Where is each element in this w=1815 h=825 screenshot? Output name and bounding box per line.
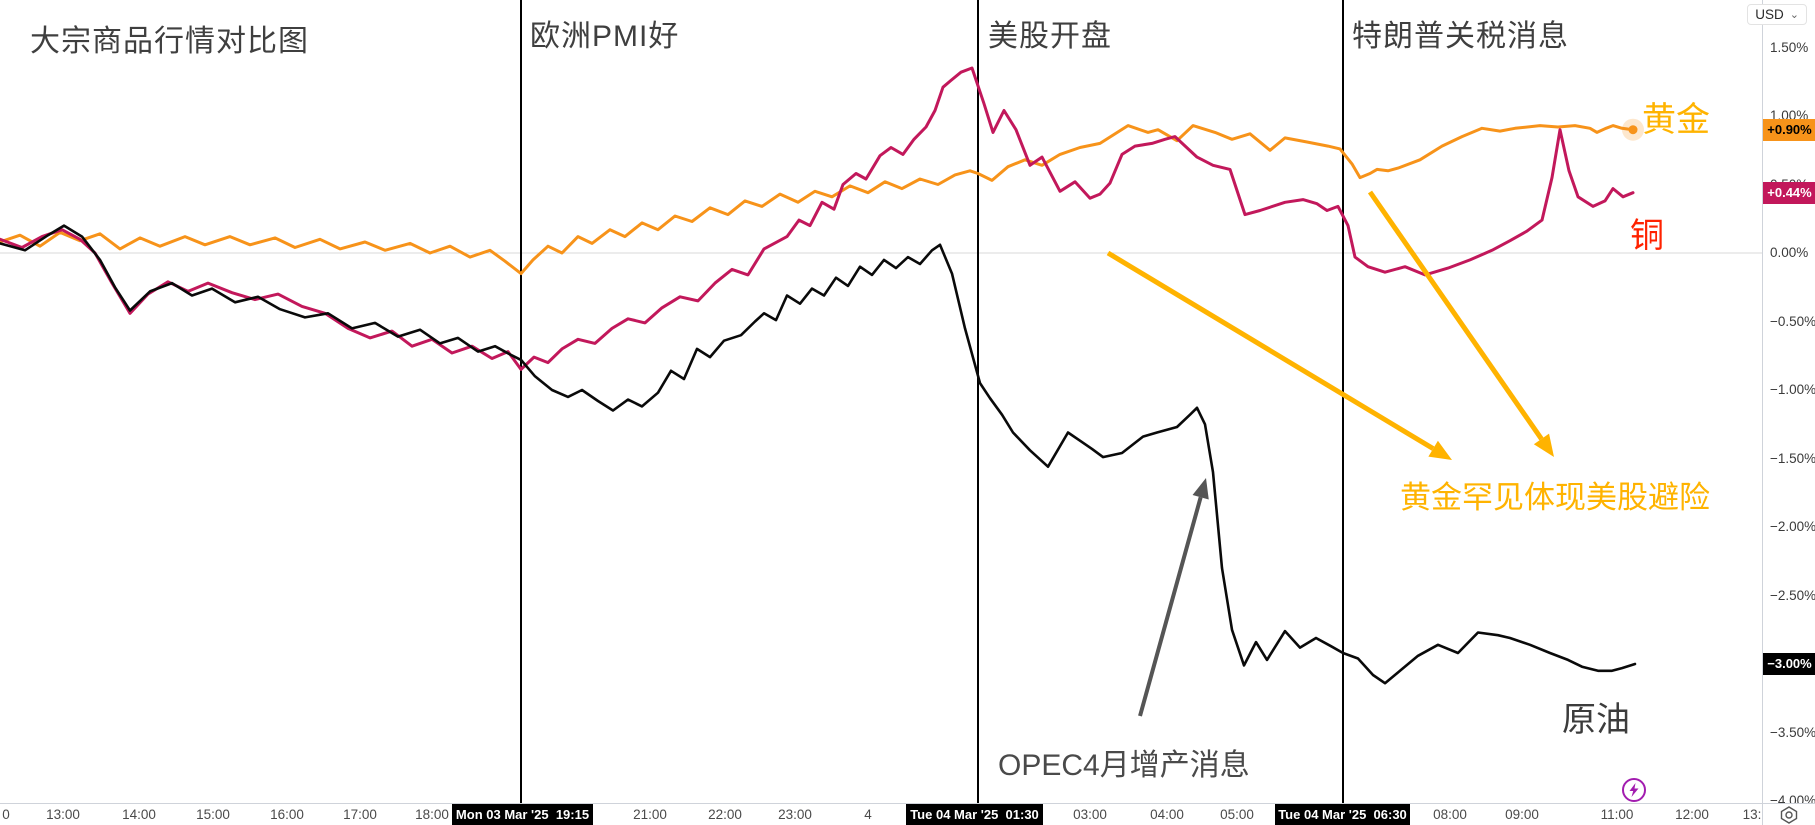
time-tick: 13:00 (46, 807, 80, 822)
time-tick: 13: (1742, 807, 1762, 822)
time-tick: 23:00 (778, 807, 812, 822)
gold-last-price-dot (1628, 125, 1638, 135)
price-tick: 1.50% (1770, 39, 1809, 55)
session-date-badge: Tue 04 Mar '25 06:30 (1275, 804, 1410, 825)
lightning-event-icon[interactable] (1620, 776, 1648, 804)
time-tick: 4 (864, 807, 872, 822)
time-tick: 05:00 (1220, 807, 1254, 822)
price-axis[interactable]: USD ⌄ 1.50%1.00%0.50%0.00%−0.50%−1.00%−1… (1747, 0, 1815, 825)
time-tick: 08:00 (1433, 807, 1467, 822)
time-tick: 11:00 (1600, 807, 1634, 822)
hexagon-marker-icon[interactable] (1778, 805, 1800, 825)
currency-label: USD (1755, 7, 1784, 22)
time-tick: 17:00 (343, 807, 377, 822)
session-date-badge: Tue 04 Mar '25 01:30 (906, 804, 1043, 825)
last-price-badge: +0.44% (1763, 181, 1815, 204)
arrow-head-1[interactable] (1533, 433, 1554, 457)
time-tick: 14:00 (122, 807, 156, 822)
series-line-2[interactable] (0, 224, 1637, 685)
time-tick: 22:00 (708, 807, 742, 822)
currency-selector[interactable]: USD ⌄ (1747, 4, 1807, 25)
time-tick: 16:00 (270, 807, 304, 822)
session-date-badge: Mon 03 Mar '25 19:15 (452, 804, 593, 825)
arrow-shaft-1[interactable] (1367, 190, 1544, 441)
series-line-0[interactable] (0, 124, 1635, 276)
last-price-badge: +0.90% (1763, 118, 1815, 141)
price-tick: −2.00% (1770, 519, 1815, 534)
series-line-1[interactable] (0, 66, 1635, 371)
price-tick: −3.50% (1770, 724, 1815, 740)
last-price-badge: −3.00% (1763, 653, 1815, 675)
time-tick: 15:00 (196, 807, 230, 822)
price-tick: −1.00% (1770, 382, 1815, 397)
arrow-head-0[interactable] (1428, 440, 1452, 460)
price-tick: −1.50% (1770, 450, 1815, 466)
price-tick: −0.50% (1770, 313, 1815, 329)
time-tick: 18:00 (415, 807, 449, 822)
arrow-shaft-0[interactable] (1106, 250, 1435, 451)
arrow-shaft-2[interactable] (1138, 496, 1203, 717)
axis-settings-corner[interactable] (1762, 803, 1815, 825)
chevron-down-icon: ⌄ (1789, 9, 1799, 21)
arrow-head-2[interactable] (1192, 478, 1209, 500)
price-tick: −2.50% (1770, 587, 1815, 603)
time-tick: 21:00 (633, 807, 667, 822)
time-tick: 0 (2, 807, 10, 822)
time-tick: 03:00 (1073, 807, 1107, 822)
price-tick: 0.00% (1770, 245, 1809, 260)
time-tick: 12:00 (1675, 807, 1709, 822)
time-axis[interactable]: 0 13:00 14:00 15:00 16:00 17:00 18:00 21:00 22:0… (0, 803, 1815, 825)
time-tick: 09:00 (1505, 807, 1539, 822)
time-tick: 04:00 (1150, 807, 1184, 822)
